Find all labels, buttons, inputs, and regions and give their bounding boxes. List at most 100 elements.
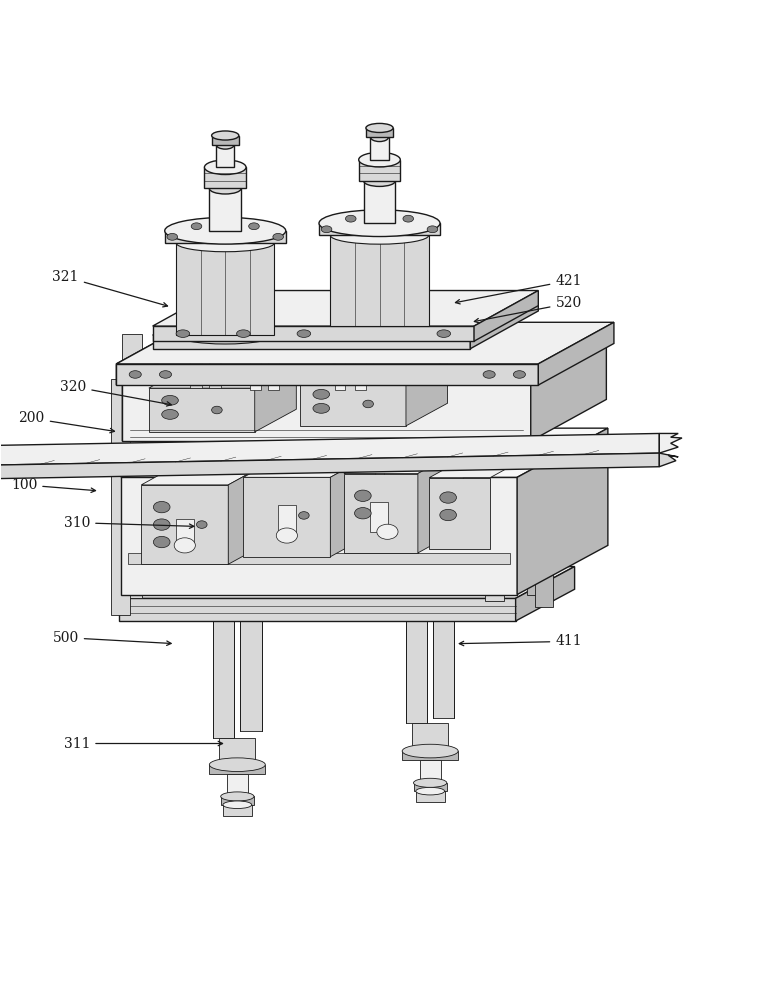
Polygon shape (186, 309, 202, 572)
Ellipse shape (249, 223, 260, 230)
Polygon shape (153, 335, 471, 349)
Polygon shape (116, 322, 192, 385)
Polygon shape (0, 453, 660, 479)
Ellipse shape (298, 512, 309, 519)
Polygon shape (319, 223, 440, 235)
Ellipse shape (321, 226, 332, 233)
Ellipse shape (153, 536, 170, 548)
Ellipse shape (313, 389, 329, 399)
Ellipse shape (350, 402, 364, 409)
Polygon shape (255, 365, 296, 432)
Ellipse shape (212, 131, 239, 140)
Ellipse shape (345, 215, 356, 222)
Text: 411: 411 (459, 634, 582, 648)
Polygon shape (420, 760, 441, 783)
Polygon shape (141, 460, 274, 485)
Polygon shape (149, 388, 255, 432)
Ellipse shape (341, 352, 353, 359)
Polygon shape (209, 362, 222, 388)
Ellipse shape (513, 371, 525, 378)
Ellipse shape (153, 519, 170, 530)
Ellipse shape (223, 801, 252, 809)
Polygon shape (250, 360, 261, 390)
Polygon shape (128, 553, 509, 564)
Ellipse shape (403, 215, 414, 222)
Ellipse shape (224, 402, 238, 409)
Polygon shape (153, 291, 538, 326)
Polygon shape (300, 359, 448, 382)
Text: 200: 200 (18, 411, 115, 433)
Text: 320: 320 (60, 380, 172, 406)
Ellipse shape (191, 223, 202, 230)
Ellipse shape (366, 123, 393, 132)
Text: 310: 310 (64, 516, 194, 530)
Ellipse shape (153, 501, 170, 513)
Polygon shape (224, 405, 238, 477)
Polygon shape (0, 433, 660, 465)
Ellipse shape (129, 371, 141, 378)
Ellipse shape (364, 175, 395, 186)
Polygon shape (517, 428, 608, 595)
Polygon shape (111, 379, 130, 615)
Ellipse shape (364, 573, 440, 590)
Ellipse shape (330, 317, 429, 335)
Ellipse shape (439, 509, 456, 521)
Polygon shape (223, 805, 252, 816)
Ellipse shape (439, 492, 456, 503)
Polygon shape (515, 567, 575, 621)
Polygon shape (228, 460, 274, 564)
Polygon shape (531, 341, 606, 441)
Polygon shape (341, 356, 353, 382)
Text: 321: 321 (52, 270, 168, 307)
Ellipse shape (176, 326, 275, 344)
Polygon shape (527, 330, 544, 595)
Polygon shape (474, 291, 538, 341)
Polygon shape (471, 297, 538, 349)
Ellipse shape (370, 132, 389, 142)
Polygon shape (350, 405, 364, 477)
Ellipse shape (165, 217, 285, 244)
Text: 520: 520 (474, 296, 581, 323)
Polygon shape (433, 595, 455, 718)
Polygon shape (122, 334, 142, 598)
Polygon shape (406, 359, 448, 426)
Ellipse shape (237, 330, 250, 337)
Polygon shape (359, 160, 400, 181)
Polygon shape (153, 297, 538, 335)
Ellipse shape (221, 792, 254, 801)
Ellipse shape (174, 538, 195, 553)
Ellipse shape (370, 402, 384, 409)
Polygon shape (204, 167, 246, 188)
Ellipse shape (377, 524, 398, 539)
Polygon shape (335, 360, 345, 390)
Polygon shape (370, 502, 388, 532)
Polygon shape (361, 356, 373, 382)
Text: 421: 421 (455, 274, 582, 304)
Ellipse shape (297, 330, 310, 337)
Polygon shape (660, 433, 682, 453)
Polygon shape (244, 477, 330, 557)
Ellipse shape (483, 371, 495, 378)
Polygon shape (344, 449, 463, 474)
Polygon shape (538, 322, 614, 385)
Polygon shape (269, 360, 279, 390)
Ellipse shape (216, 140, 235, 149)
Ellipse shape (162, 395, 178, 405)
Ellipse shape (236, 577, 311, 594)
Polygon shape (412, 723, 449, 751)
Polygon shape (300, 382, 406, 426)
Polygon shape (116, 322, 614, 364)
Polygon shape (241, 610, 262, 731)
Polygon shape (216, 145, 235, 167)
Ellipse shape (176, 330, 190, 337)
Ellipse shape (167, 233, 178, 240)
Polygon shape (406, 600, 427, 723)
Polygon shape (141, 485, 228, 564)
Ellipse shape (363, 400, 373, 408)
Polygon shape (221, 796, 254, 805)
Polygon shape (278, 505, 296, 536)
Ellipse shape (276, 528, 298, 543)
Polygon shape (370, 405, 384, 477)
Text: 311: 311 (64, 737, 222, 751)
Polygon shape (244, 452, 376, 477)
